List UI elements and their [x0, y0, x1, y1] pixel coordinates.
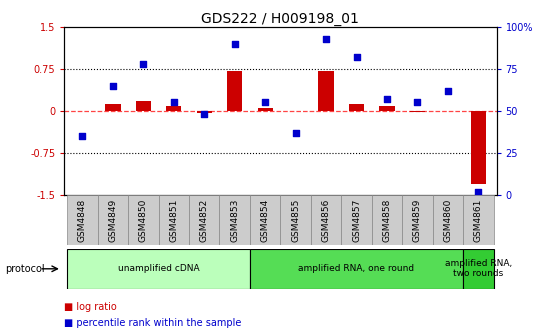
- Bar: [128, 195, 158, 245]
- Bar: [227, 71, 242, 111]
- Text: GSM4850: GSM4850: [139, 199, 148, 242]
- Text: GSM4854: GSM4854: [261, 199, 270, 242]
- Text: GSM4849: GSM4849: [108, 199, 117, 242]
- Point: [321, 36, 330, 41]
- Bar: [319, 71, 334, 111]
- Point: [383, 96, 392, 102]
- Title: GDS222 / H009198_01: GDS222 / H009198_01: [201, 12, 359, 26]
- Bar: [189, 195, 219, 245]
- Point: [261, 100, 270, 105]
- Bar: [379, 106, 395, 111]
- Point: [200, 112, 209, 117]
- Bar: [166, 107, 181, 111]
- Bar: [158, 195, 189, 245]
- Text: GSM4858: GSM4858: [382, 199, 392, 242]
- Point: [139, 61, 148, 67]
- Point: [169, 100, 178, 105]
- Text: GSM4861: GSM4861: [474, 199, 483, 242]
- Text: GSM4853: GSM4853: [230, 199, 239, 242]
- Text: GSM4855: GSM4855: [291, 199, 300, 242]
- Bar: [311, 195, 341, 245]
- Bar: [341, 195, 372, 245]
- Bar: [105, 104, 121, 111]
- Point: [352, 54, 361, 60]
- Text: GSM4852: GSM4852: [200, 199, 209, 242]
- Point: [230, 41, 239, 46]
- Point: [78, 133, 87, 139]
- Point: [108, 83, 117, 88]
- Bar: [196, 111, 212, 113]
- Bar: [258, 108, 273, 111]
- Bar: [98, 195, 128, 245]
- Bar: [250, 195, 281, 245]
- Text: protocol: protocol: [6, 264, 45, 274]
- Bar: [463, 249, 494, 289]
- Bar: [432, 195, 463, 245]
- Text: GSM4859: GSM4859: [413, 199, 422, 242]
- Bar: [410, 111, 425, 112]
- Text: GSM4860: GSM4860: [444, 199, 453, 242]
- Text: GSM4856: GSM4856: [321, 199, 330, 242]
- Bar: [67, 249, 250, 289]
- Bar: [440, 111, 455, 112]
- Text: amplified RNA, one round: amplified RNA, one round: [299, 264, 415, 273]
- Text: GSM4848: GSM4848: [78, 199, 87, 242]
- Text: ■ log ratio: ■ log ratio: [64, 302, 117, 312]
- Bar: [349, 103, 364, 111]
- Bar: [250, 249, 463, 289]
- Bar: [402, 195, 432, 245]
- Point: [474, 189, 483, 194]
- Bar: [471, 111, 486, 184]
- Point: [444, 88, 453, 93]
- Bar: [463, 195, 494, 245]
- Text: amplified RNA,
two rounds: amplified RNA, two rounds: [445, 259, 512, 279]
- Text: unamplified cDNA: unamplified cDNA: [118, 264, 199, 273]
- Point: [291, 130, 300, 135]
- Bar: [67, 195, 98, 245]
- Bar: [136, 101, 151, 111]
- Point: [413, 100, 422, 105]
- Bar: [219, 195, 250, 245]
- Text: GSM4857: GSM4857: [352, 199, 361, 242]
- Bar: [372, 195, 402, 245]
- Text: GSM4851: GSM4851: [169, 199, 179, 242]
- Bar: [280, 195, 311, 245]
- Text: ■ percentile rank within the sample: ■ percentile rank within the sample: [64, 318, 242, 328]
